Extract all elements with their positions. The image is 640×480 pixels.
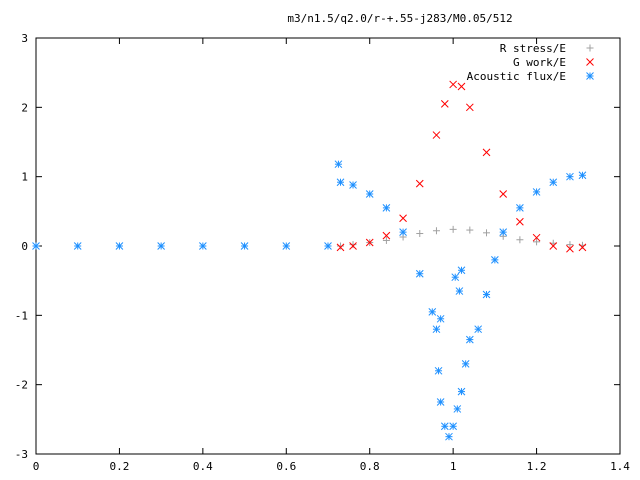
data-point xyxy=(440,422,449,431)
data-point xyxy=(491,256,499,264)
data-point xyxy=(415,179,424,188)
data-point xyxy=(399,214,407,223)
data-point xyxy=(399,228,407,236)
data-point xyxy=(365,190,374,198)
data-point xyxy=(349,241,357,249)
data-point xyxy=(566,172,574,181)
data-point xyxy=(432,131,441,139)
x-tick-label: 0.4 xyxy=(193,460,213,473)
data-point xyxy=(461,360,470,368)
data-point xyxy=(415,269,424,278)
data-point xyxy=(199,242,207,250)
data-point xyxy=(436,314,445,323)
data-point xyxy=(445,432,453,441)
series-2 xyxy=(32,160,587,441)
data-point xyxy=(157,242,165,250)
x-tick-label: 0 xyxy=(33,460,40,473)
data-point xyxy=(334,160,343,169)
data-point xyxy=(453,405,462,413)
data-point xyxy=(349,242,357,250)
legend-label: G work/E xyxy=(513,56,566,69)
data-point xyxy=(73,242,82,250)
x-tick-label: 0.2 xyxy=(109,460,129,473)
chart-title: m3/n1.5/q2.0/r-+.55-j283/M0.05/512 xyxy=(287,12,512,25)
data-point xyxy=(483,229,491,237)
y-tick-label: 3 xyxy=(21,32,28,45)
data-point xyxy=(532,188,541,196)
data-point xyxy=(482,148,491,157)
data-point xyxy=(499,228,508,236)
y-tick-label: 1 xyxy=(21,171,28,184)
y-tick-label: -3 xyxy=(15,448,28,461)
data-point xyxy=(428,308,437,316)
series-0 xyxy=(337,225,586,250)
data-point xyxy=(432,227,440,235)
data-point xyxy=(449,422,457,431)
data-point xyxy=(457,266,466,275)
data-point xyxy=(482,290,491,299)
data-point xyxy=(337,242,345,250)
y-tick-label: 0 xyxy=(21,240,28,253)
data-point xyxy=(436,398,445,406)
data-point xyxy=(115,242,124,250)
data-point xyxy=(382,231,391,240)
data-point xyxy=(566,244,574,253)
data-point xyxy=(416,230,424,238)
data-point xyxy=(349,181,357,189)
series-layer xyxy=(32,80,587,441)
data-point xyxy=(382,204,391,212)
data-point xyxy=(457,82,466,91)
data-point xyxy=(382,236,390,244)
data-point xyxy=(449,225,457,233)
data-point xyxy=(465,103,474,112)
data-point xyxy=(336,178,345,187)
data-point xyxy=(516,204,524,212)
legend-label: R stress/E xyxy=(500,42,566,55)
y-axis: -3 -2 -1 0 1 2 3 xyxy=(15,32,620,461)
data-point xyxy=(451,273,460,282)
data-point xyxy=(499,190,508,198)
x-axis: 0 0.2 0.4 0.6 0.8 1 1.2 1.4 xyxy=(33,38,630,473)
data-point xyxy=(549,242,558,250)
data-point xyxy=(578,243,587,252)
data-point xyxy=(566,241,574,249)
data-point xyxy=(365,238,374,247)
data-point xyxy=(578,171,587,180)
data-point xyxy=(465,335,474,344)
y-tick-label: -2 xyxy=(15,379,28,392)
x-tick-label: 0.6 xyxy=(276,460,296,473)
x-tick-label: 0.8 xyxy=(360,460,380,473)
data-point xyxy=(432,325,441,334)
data-point xyxy=(336,243,345,252)
data-point xyxy=(434,366,443,375)
x-tick-label: 1.4 xyxy=(610,460,630,473)
y-tick-label: -1 xyxy=(15,309,28,322)
data-point xyxy=(516,236,524,244)
y-tick-label: 2 xyxy=(21,101,28,114)
data-point xyxy=(324,242,332,250)
data-point xyxy=(32,242,40,250)
data-point xyxy=(457,387,466,396)
data-point xyxy=(532,233,541,242)
series-1 xyxy=(336,80,587,253)
data-point xyxy=(240,242,249,250)
data-point xyxy=(466,226,474,234)
legend-marker xyxy=(586,72,594,80)
data-point xyxy=(474,325,483,334)
data-point xyxy=(516,217,524,226)
data-point xyxy=(449,80,457,89)
data-point xyxy=(440,100,449,108)
legend-label: Acoustic flux/E xyxy=(467,70,566,83)
x-tick-label: 1 xyxy=(450,460,457,473)
x-tick-label: 1.2 xyxy=(527,460,547,473)
legend-marker xyxy=(586,58,594,66)
data-point xyxy=(455,287,464,295)
data-point xyxy=(549,178,558,187)
legend-marker xyxy=(586,44,594,52)
data-point xyxy=(282,242,291,250)
data-point xyxy=(533,238,541,246)
